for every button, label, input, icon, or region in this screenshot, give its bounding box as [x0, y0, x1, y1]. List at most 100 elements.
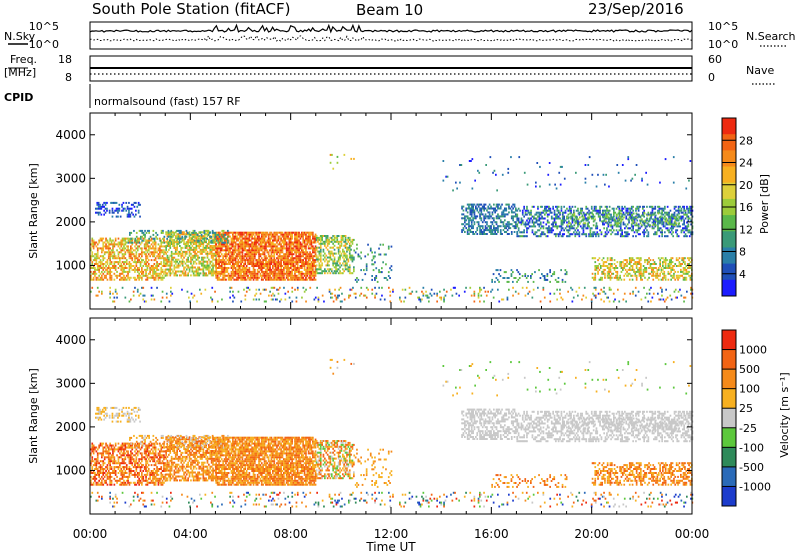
power-cell — [326, 235, 329, 237]
power-cell — [672, 235, 674, 238]
power-cell — [497, 203, 499, 206]
power-cell — [135, 265, 138, 267]
power-cell — [259, 267, 262, 269]
power-cell — [233, 239, 236, 242]
power-cell — [686, 229, 688, 232]
power-cell — [160, 231, 163, 234]
power-cell — [515, 225, 517, 228]
power-cell — [98, 239, 100, 242]
power-cell — [134, 278, 136, 281]
power-cell — [276, 272, 278, 275]
power-cell — [534, 225, 537, 228]
power-cell — [372, 263, 375, 266]
power-cell — [309, 272, 311, 275]
power-cell — [277, 272, 280, 275]
power-cell — [141, 270, 143, 273]
power-cell — [625, 217, 628, 220]
power-cell — [657, 212, 660, 215]
power-cell — [314, 267, 317, 269]
power-cell — [464, 219, 466, 222]
power-cell — [162, 237, 164, 240]
power-cell — [128, 241, 131, 244]
power-cell — [594, 272, 597, 275]
power-cell — [321, 264, 323, 267]
power-cell — [336, 240, 339, 243]
power-cell — [648, 219, 651, 222]
power-cell — [254, 231, 256, 234]
power-cell — [292, 274, 295, 277]
power-cell — [291, 237, 293, 240]
power-cell — [177, 235, 180, 238]
power-cell — [295, 278, 298, 281]
power-cell — [530, 209, 532, 212]
power-cell — [273, 233, 276, 236]
power-cell — [657, 205, 659, 208]
power-cell — [167, 231, 170, 234]
power-cell — [237, 249, 240, 252]
power-cell — [198, 239, 200, 242]
power-cell — [601, 270, 603, 273]
power-cell — [170, 256, 173, 259]
power-cell — [601, 278, 603, 281]
power-cell — [472, 227, 474, 230]
power-cell — [516, 231, 519, 234]
power-cell — [594, 265, 597, 267]
power-cell — [284, 241, 287, 244]
power-cell — [245, 233, 248, 236]
power-cell — [105, 274, 107, 277]
power-cell — [571, 225, 574, 228]
power-cell — [612, 216, 614, 219]
power-cell — [183, 241, 185, 244]
power-cell — [188, 241, 191, 244]
power-cell — [289, 231, 292, 234]
power-cell — [130, 241, 133, 244]
power-cell — [596, 225, 599, 228]
power-cell — [284, 261, 287, 264]
power-cell — [131, 259, 134, 262]
power-cell — [550, 215, 553, 218]
power-cell — [542, 227, 545, 230]
power-cell — [223, 268, 226, 271]
power-cell — [236, 276, 238, 279]
power-cell — [173, 241, 175, 244]
power-cell — [236, 243, 238, 246]
power-cell — [684, 235, 687, 238]
power-cell — [339, 266, 341, 269]
power-cell — [305, 235, 307, 238]
power-cell — [120, 239, 123, 242]
power-cell — [174, 250, 177, 253]
power-cell — [602, 221, 604, 224]
power-cell — [298, 235, 300, 238]
power-cell — [527, 227, 530, 230]
power-cell — [106, 278, 109, 281]
power-cell — [278, 257, 281, 260]
power-cell — [95, 272, 98, 275]
power-cell — [267, 237, 270, 240]
power-cell — [287, 235, 289, 238]
power-cell — [312, 247, 314, 250]
power-cell — [528, 213, 531, 216]
power-cell — [225, 261, 227, 264]
power-cell — [594, 274, 597, 277]
power-cell — [165, 252, 167, 255]
power-cell — [176, 245, 178, 247]
power-cell — [315, 254, 318, 257]
power-cell — [584, 222, 587, 225]
power-cell — [125, 270, 128, 273]
power-cell — [267, 255, 270, 258]
power-cell — [299, 274, 302, 277]
power-cell — [565, 271, 568, 274]
power-cell — [301, 233, 303, 236]
power-cell — [114, 243, 117, 246]
power-cell — [223, 255, 226, 258]
power-cell — [578, 213, 581, 216]
power-cell — [609, 265, 612, 267]
power-cell — [153, 241, 156, 244]
power-cell — [348, 264, 351, 267]
power-cell — [258, 243, 260, 246]
power-cell — [127, 237, 129, 240]
power-cell — [559, 217, 561, 220]
power-cell — [131, 268, 134, 271]
power-cell — [473, 223, 476, 226]
power-cell — [523, 205, 525, 208]
